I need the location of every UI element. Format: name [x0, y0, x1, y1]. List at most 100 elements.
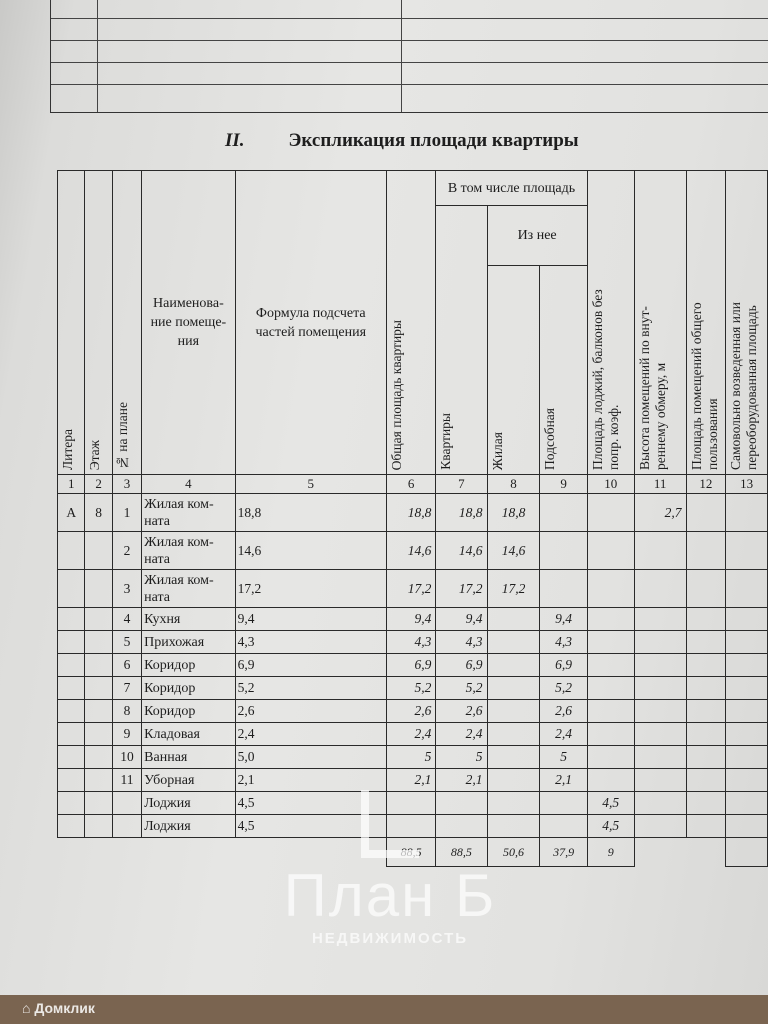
cell-litera [56, 653, 86, 677]
header-litera: Литера [56, 170, 86, 475]
cell-no: 8 [111, 699, 143, 723]
document-page: II. Экспликация площади квартиры Литера Э… [50, 0, 768, 867]
cell-floor [84, 569, 113, 608]
cell-empty [685, 745, 727, 769]
cell-empty [685, 768, 727, 792]
cell-no: 1 [111, 493, 143, 532]
cell-total: 14,6 [385, 531, 437, 570]
cell-height [633, 569, 687, 608]
cell-litera [56, 531, 86, 570]
cell-floor [84, 699, 113, 723]
cell-height [633, 745, 687, 769]
cell-living: 18,8 [486, 493, 541, 532]
cell-living [486, 768, 541, 792]
previous-table-fragment [50, 0, 768, 113]
cell-empty [725, 745, 768, 769]
cell-floor [84, 768, 113, 792]
cell-empty [685, 607, 727, 631]
cell-no: 9 [111, 722, 143, 746]
cell-aux: 5 [539, 745, 588, 769]
cell-apt: 9,4 [435, 607, 488, 631]
cell-loggia [586, 699, 635, 723]
cell-empty [725, 493, 768, 532]
cell-height [633, 814, 687, 838]
cell-total: 5,2 [385, 676, 437, 700]
table-row: Лоджия 4,5 4,5 [56, 814, 768, 838]
cell-height [633, 676, 687, 700]
header-formula: Формула подсчета частей помещения [234, 170, 387, 475]
cell-total: 4,3 [385, 630, 437, 654]
cell-no: 10 [111, 745, 143, 769]
header-plan-number: № на плане [111, 170, 143, 475]
cell-no: 4 [111, 607, 143, 631]
cell-formula: 2,6 [234, 699, 387, 723]
cell-living [486, 699, 541, 723]
section-number: II. [225, 130, 245, 151]
cell-floor [84, 745, 113, 769]
cell-total: 2,4 [385, 722, 437, 746]
cell-aux: 6,9 [539, 653, 588, 677]
header-of-which: Из нее [486, 205, 588, 266]
cell-empty [685, 493, 727, 532]
section-title: II. Экспликация площади квартиры [225, 130, 579, 152]
cell-no: 11 [111, 768, 143, 792]
cell-aux: 2,6 [539, 699, 588, 723]
cell-name: Кухня [141, 607, 236, 631]
cell-loggia [586, 653, 635, 677]
cell-no: 3 [111, 569, 143, 608]
cell-litera [56, 607, 86, 631]
cell-empty [685, 814, 727, 838]
header-height: Высота помещений по внут-реннему обмеру,… [633, 170, 687, 475]
loggia-area-sum: 9 [586, 837, 635, 867]
cell-formula: 18,8 [234, 493, 387, 532]
header-including-area: В том числе площадь [435, 170, 588, 206]
header-room-name: Наименова-ние помеще-ния [141, 170, 236, 475]
table-row: 7 Коридор 5,2 5,2 5,2 5,2 [56, 676, 768, 700]
table-row: 5 Прихожая 4,3 4,3 4,3 4,3 [56, 630, 768, 654]
cell-formula: 6,9 [234, 653, 387, 677]
cell-living [486, 653, 541, 677]
cell-floor [84, 630, 113, 654]
cell-name: Ванная [141, 745, 236, 769]
cell-no [111, 791, 143, 815]
cell-litera [56, 569, 86, 608]
explication-table: Литера Этаж № на плане Наименова-ние пом… [56, 170, 768, 867]
cell-empty [725, 699, 768, 723]
cell-height [633, 531, 687, 570]
cell-empty [725, 722, 768, 746]
cell-loggia: 4,5 [586, 814, 635, 838]
table-row: 10 Ванная 5,0 5 5 5 [56, 745, 768, 769]
cell-formula: 9,4 [234, 607, 387, 631]
cell-total: 6,9 [385, 653, 437, 677]
cell-no: 7 [111, 676, 143, 700]
cell-empty [685, 722, 727, 746]
cell-height [633, 722, 687, 746]
cell-height [633, 607, 687, 631]
cell-aux: 2,1 [539, 768, 588, 792]
cell-empty [725, 569, 768, 608]
cell-empty [725, 607, 768, 631]
living-area-sum: 50,6 [486, 837, 541, 867]
cell-name: Лоджия [141, 791, 236, 815]
cell-litera [56, 722, 86, 746]
cell-total: 5 [385, 745, 437, 769]
cell-litera [56, 745, 86, 769]
cell-litera [56, 699, 86, 723]
cell-loggia [586, 722, 635, 746]
cell-living [486, 630, 541, 654]
cell-living [486, 745, 541, 769]
table-row: 9 Кладовая 2,4 2,4 2,4 2,4 [56, 722, 768, 746]
cell-loggia [586, 493, 635, 532]
cell-litera: А [56, 493, 86, 532]
cell-name: Коридор [141, 676, 236, 700]
cell-total [385, 814, 437, 838]
cell-total: 18,8 [385, 493, 437, 532]
cell-empty [685, 791, 727, 815]
cell-apt: 18,8 [435, 493, 488, 532]
cell-apt: 4,3 [435, 630, 488, 654]
cell-formula: 4,3 [234, 630, 387, 654]
cell-name: Кладовая [141, 722, 236, 746]
cell-no [111, 814, 143, 838]
cell-loggia: 4,5 [586, 791, 635, 815]
cell-litera [56, 676, 86, 700]
